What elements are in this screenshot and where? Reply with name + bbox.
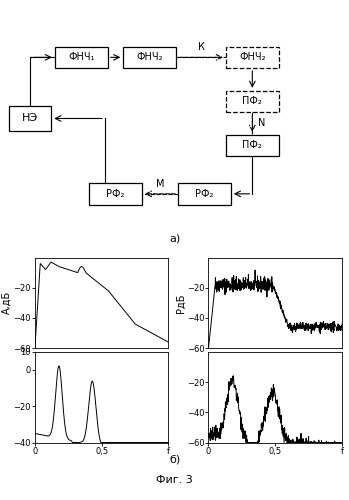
FancyBboxPatch shape (9, 106, 51, 130)
Text: ПФ₂: ПФ₂ (243, 140, 262, 150)
Text: Фиг. 3: Фиг. 3 (156, 475, 193, 485)
Text: ПФ₂: ПФ₂ (243, 96, 262, 106)
FancyBboxPatch shape (178, 183, 231, 204)
Text: РФ₂: РФ₂ (106, 189, 125, 199)
Text: К: К (198, 42, 205, 52)
Y-axis label: A,дБ: A,дБ (2, 291, 12, 314)
Text: б): б) (169, 454, 180, 464)
Text: РФ₂: РФ₂ (195, 189, 214, 199)
FancyBboxPatch shape (226, 135, 279, 156)
FancyBboxPatch shape (89, 183, 142, 204)
Text: ФНЧ₁: ФНЧ₁ (68, 52, 95, 62)
FancyBboxPatch shape (123, 46, 176, 68)
Text: M: M (156, 178, 164, 188)
FancyBboxPatch shape (226, 91, 279, 112)
Text: N: N (259, 118, 266, 128)
Text: ФНЧ₂: ФНЧ₂ (239, 52, 266, 62)
FancyBboxPatch shape (55, 46, 108, 68)
FancyBboxPatch shape (226, 46, 279, 68)
Text: а): а) (169, 234, 180, 243)
Text: ФНЧ₂: ФНЧ₂ (136, 52, 163, 62)
Y-axis label: PдБ: PдБ (175, 293, 185, 312)
Text: НЭ: НЭ (22, 114, 38, 124)
